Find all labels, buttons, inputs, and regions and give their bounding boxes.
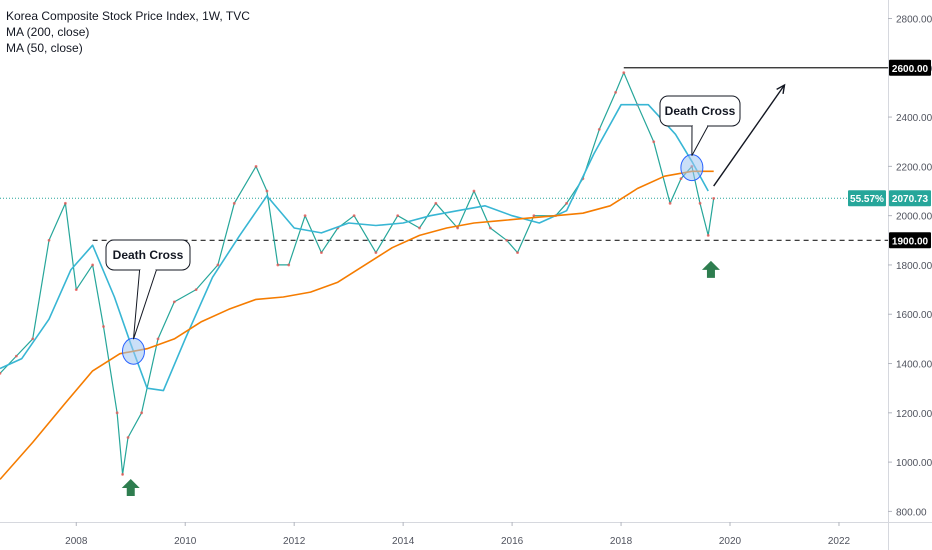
y-tick-label: 2800.00 xyxy=(896,14,932,25)
price-point xyxy=(418,226,421,230)
price-point xyxy=(287,263,291,267)
current-price-badge-bg xyxy=(889,190,931,207)
green-up-arrow xyxy=(701,260,720,278)
price-point xyxy=(679,177,683,181)
price-point xyxy=(597,127,601,131)
price-point xyxy=(698,201,702,205)
price-point xyxy=(565,201,568,205)
price-point xyxy=(434,201,438,205)
price-point xyxy=(374,251,378,255)
current-percent-badge: 55.57% xyxy=(850,194,884,205)
current-percent-badge-bg xyxy=(848,190,886,207)
x-tick-label: 2008 xyxy=(65,536,88,547)
price-point xyxy=(320,251,323,255)
price-point xyxy=(0,371,2,375)
price-point xyxy=(712,196,716,200)
projection-arrow-line xyxy=(713,84,786,187)
price-point xyxy=(352,214,356,218)
price-point xyxy=(488,226,492,230)
chart-legend: Korea Composite Stock Price Index, 1W, T… xyxy=(6,8,250,56)
x-tick-label: 2022 xyxy=(828,536,851,547)
x-tick-label: 2020 xyxy=(719,536,742,547)
indicator-ma50: MA (50, close) xyxy=(6,41,83,55)
y-tick-label: 2400.00 xyxy=(896,113,932,124)
annotations-layer: Death Cross Death Cross xyxy=(105,83,786,496)
ma200-series-line xyxy=(0,170,714,480)
price-point xyxy=(126,436,130,439)
current-price-badge: 2070.73 xyxy=(892,194,929,205)
price-point xyxy=(668,201,672,205)
y-tick-label: 1600.00 xyxy=(896,310,932,321)
price-point xyxy=(74,288,78,291)
y-tick-label: 2200.00 xyxy=(896,162,932,173)
x-tick-label: 2018 xyxy=(610,536,633,547)
support-price-badge: 1900.00 xyxy=(892,236,929,247)
x-tick-label: 2012 xyxy=(283,536,306,547)
price-point xyxy=(472,189,476,193)
price-point xyxy=(456,226,460,230)
chart-title: Korea Composite Stock Price Index, 1W, T… xyxy=(6,9,250,23)
axis-labels-layer: 800.00 1000.00 1200.00 1400.00 1600.00 1800.0… xyxy=(65,14,932,547)
support-price-badge-bg xyxy=(889,232,931,249)
y-tick-label: 1200.00 xyxy=(896,409,932,420)
ma50-series-line xyxy=(0,103,709,392)
price-point xyxy=(63,201,67,205)
projection-arrow-head xyxy=(776,83,786,95)
death-cross-label: Death Cross xyxy=(113,248,184,262)
price-point xyxy=(516,251,519,255)
y-tick-label: 2000.00 xyxy=(896,212,932,223)
price-point xyxy=(31,337,35,341)
price-point xyxy=(140,411,144,415)
price-point xyxy=(254,164,258,168)
y-tick-label: 800.00 xyxy=(896,507,927,518)
indicator-ma200: MA (200, close) xyxy=(6,25,90,39)
callout-pointer xyxy=(691,125,709,156)
price-point xyxy=(276,263,280,267)
price-point xyxy=(121,473,124,476)
x-tick-label: 2010 xyxy=(174,536,197,547)
price-point xyxy=(265,189,269,193)
price-point xyxy=(216,263,220,267)
price-point xyxy=(232,201,236,205)
green-up-arrow xyxy=(121,478,140,496)
death-cross-marker xyxy=(121,337,145,365)
price-point xyxy=(396,214,400,218)
price-point xyxy=(706,233,710,237)
price-point xyxy=(194,288,198,291)
resistance-price-badge: 2600.00 xyxy=(892,64,929,75)
callout-pointer-mask xyxy=(140,268,156,271)
x-tick-label: 2016 xyxy=(501,536,524,547)
x-tick-label: 2014 xyxy=(392,536,415,547)
price-point xyxy=(614,91,618,94)
price-point xyxy=(172,300,176,304)
price-point xyxy=(532,214,536,218)
y-tick-label: 1000.00 xyxy=(896,458,932,469)
price-point xyxy=(115,411,119,415)
resistance-price-badge-bg xyxy=(889,59,931,76)
y-tick-label: 1400.00 xyxy=(896,360,932,371)
y-tick-label: 1800.00 xyxy=(896,261,932,272)
price-point xyxy=(102,325,105,328)
lines-layer xyxy=(0,67,888,241)
death-cross-marker xyxy=(680,154,704,182)
death-cross-label: Death Cross xyxy=(665,104,736,118)
callout-pointer xyxy=(132,269,157,340)
price-point xyxy=(91,263,95,267)
price-point xyxy=(47,238,51,242)
price-point xyxy=(303,214,307,218)
series-layer xyxy=(0,71,716,480)
price-point xyxy=(622,71,626,75)
price-point xyxy=(505,238,509,242)
callout-pointer-mask xyxy=(693,124,707,127)
price-point xyxy=(652,140,656,144)
price-series-line xyxy=(0,72,715,475)
price-point xyxy=(14,354,18,358)
price-point xyxy=(156,337,160,341)
